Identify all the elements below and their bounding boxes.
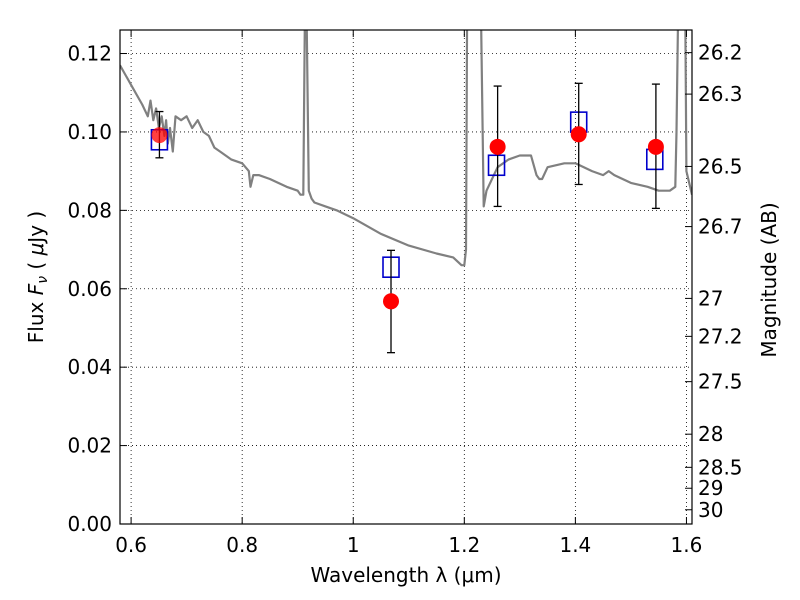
data-point xyxy=(383,293,400,310)
mag-tick-label: 26.7 xyxy=(698,215,743,239)
mag-tick-label: 27.5 xyxy=(698,370,743,394)
y-tick-label: 0.06 xyxy=(67,277,112,301)
y-tick-label: 0.00 xyxy=(67,512,112,536)
grid-lines xyxy=(120,30,692,525)
x-tick-label: 0.6 xyxy=(115,533,147,557)
data-point xyxy=(647,138,664,155)
plot-area xyxy=(120,30,692,354)
axis-ticks: 0.6 0.8 1 1.2 1.4 1.6 0.00 0.02 0.04 0.06 0.08 0.10… xyxy=(67,30,743,557)
mag-tick-label: 29 xyxy=(698,476,723,500)
mag-tick-label: 28.5 xyxy=(698,455,743,479)
data-point xyxy=(151,127,168,144)
mag-tick-label: 26.5 xyxy=(698,154,743,178)
y-axis-label: Flux Fν ( μJy ) xyxy=(24,211,51,343)
mag-tick-label: 27.2 xyxy=(698,324,743,348)
x-tick-label: 1.6 xyxy=(671,533,703,557)
x-tick-label: 1 xyxy=(347,533,360,557)
x-tick-label: 1.2 xyxy=(448,533,480,557)
y2-axis-label: Magnitude (AB) xyxy=(757,202,781,357)
model-point xyxy=(487,154,506,177)
spectrum-line xyxy=(120,30,692,267)
mag-tick-label: 28 xyxy=(698,422,723,446)
x-tick-label: 0.8 xyxy=(226,533,258,557)
x-axis-label: Wavelength λ (μm) xyxy=(310,563,501,587)
data-point xyxy=(570,126,587,143)
y-tick-label: 0.10 xyxy=(67,120,112,144)
plot-frame xyxy=(119,29,693,525)
mag-tick-label: 30 xyxy=(698,498,723,522)
data-point xyxy=(489,138,506,155)
mag-tick-label: 26.3 xyxy=(698,82,743,106)
y-tick-label: 0.12 xyxy=(67,42,112,66)
mag-tick-label: 27 xyxy=(698,286,723,310)
x-tick-label: 1.4 xyxy=(559,533,591,557)
y-tick-label: 0.02 xyxy=(67,434,112,458)
y-tick-label: 0.08 xyxy=(67,198,112,222)
y-tick-label: 0.04 xyxy=(67,355,112,379)
mag-tick-label: 26.2 xyxy=(698,41,743,65)
